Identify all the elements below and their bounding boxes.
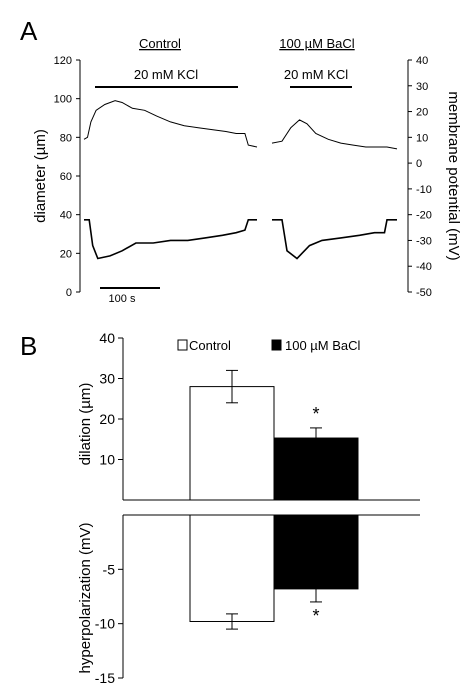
- left-axis-ticks: 0 20 40 60 80 100 120: [54, 55, 80, 299]
- trace-control-membrane-potential: [84, 219, 257, 260]
- trace-control-diameter: [83, 100, 258, 148]
- legend-label-control: Control: [189, 338, 231, 353]
- trace-bacl-membrane-potential: [272, 219, 397, 260]
- left-axis-label: diameter (µm): [32, 129, 49, 223]
- left-tick-label: 20: [60, 248, 72, 260]
- hyperpolarization-significance-bacl: *: [312, 606, 319, 626]
- trace-group: [83, 100, 398, 260]
- panel-b-letter: B: [20, 331, 37, 361]
- hyperpolarization-tick-label: -5: [103, 561, 116, 577]
- trace-bacl-diameter: [271, 119, 398, 150]
- dilation-axis-label: dilation (µm): [77, 383, 94, 466]
- stimulus-label-control: 20 mM KCl: [134, 67, 198, 82]
- legend-swatch-control: [177, 339, 188, 351]
- dilation-tick-label: 20: [99, 411, 115, 427]
- dilation-tick-label: 10: [99, 452, 115, 468]
- panel-a-letter: A: [20, 16, 38, 46]
- right-tick-label: 30: [416, 81, 428, 93]
- scale-bar-label: 100 s: [109, 293, 136, 305]
- right-axis-ticks: 40 30 20 10 0 -10 -20 -30 -40 -50: [408, 55, 432, 299]
- left-tick-label: 120: [54, 55, 72, 67]
- dilation-bar-control: [189, 386, 275, 501]
- left-tick-label: 60: [60, 171, 72, 183]
- left-tick-label: 40: [60, 210, 72, 222]
- left-tick-label: 0: [66, 287, 72, 299]
- hyperpolarization-tick-label: -10: [95, 616, 115, 632]
- condition-label-control: Control: [139, 36, 181, 51]
- legend-label-bacl: 100 µM BaCl: [285, 338, 361, 353]
- hyperpolarization-bar-control: [189, 514, 275, 622]
- dilation-tick-label: 40: [99, 330, 115, 346]
- stimulus-label-bacl: 20 mM KCl: [284, 67, 348, 82]
- dilation-tick-label: 30: [99, 371, 115, 387]
- right-tick-label: 20: [416, 107, 428, 119]
- bar-group: **: [189, 369, 359, 630]
- right-tick-label: 0: [416, 158, 422, 170]
- dilation-significance-bacl: *: [312, 404, 319, 424]
- right-tick-label: 10: [416, 132, 428, 144]
- right-axis-label: membrane potential (mV): [445, 91, 462, 260]
- condition-label-bacl: 100 µM BaCl: [279, 36, 355, 51]
- left-tick-label: 80: [60, 132, 72, 144]
- panel-b-ticks: 10 20 30 40 -5 -10 -15: [95, 330, 123, 686]
- hyperpolarization-axis-label: hyperpolarization (mV): [77, 523, 94, 674]
- right-tick-label: -50: [416, 287, 432, 299]
- right-tick-label: -40: [416, 261, 432, 273]
- right-tick-label: 40: [416, 55, 428, 67]
- right-tick-label: -10: [416, 184, 432, 196]
- legend-swatch-bacl: [271, 339, 282, 351]
- hyperpolarization-tick-label: -15: [95, 670, 115, 686]
- right-tick-label: -20: [416, 210, 432, 222]
- left-tick-label: 100: [54, 94, 72, 106]
- right-tick-label: -30: [416, 235, 432, 247]
